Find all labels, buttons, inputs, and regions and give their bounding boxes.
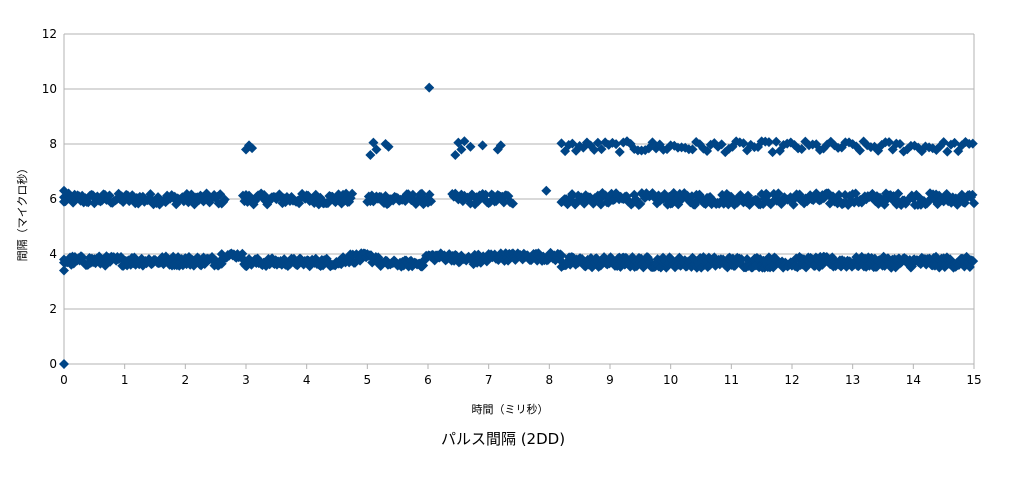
y-axis-title: 間隔（マイクロ秒） [15, 163, 29, 262]
x-tick-label: 0 [60, 373, 68, 387]
y-tick-label: 6 [49, 192, 57, 206]
data-point [556, 138, 567, 149]
data-point [424, 189, 435, 200]
data-point [942, 146, 953, 157]
x-tick-label: 7 [485, 373, 493, 387]
data-point [480, 189, 491, 200]
data-point [771, 136, 782, 147]
data-point [611, 139, 622, 150]
data-point [834, 189, 845, 200]
data-point [614, 147, 625, 158]
x-tick-label: 4 [303, 373, 311, 387]
data-point [969, 198, 979, 209]
y-tick-label: 0 [49, 357, 57, 371]
data-point [850, 188, 861, 199]
data-point [893, 188, 904, 199]
data-point [796, 144, 807, 155]
data-point [716, 139, 727, 150]
data-point [736, 254, 747, 265]
data-point [503, 255, 514, 266]
data-point [59, 185, 69, 196]
x-tick-label: 15 [966, 373, 981, 387]
data-point [884, 137, 895, 148]
data-point [219, 194, 230, 205]
data-points [59, 82, 979, 369]
data-point [967, 189, 978, 200]
y-tick-label: 12 [42, 27, 57, 41]
x-tick-label: 11 [724, 373, 739, 387]
x-tick-label: 3 [242, 373, 250, 387]
data-point [541, 185, 552, 196]
data-point [119, 194, 130, 205]
data-point [477, 140, 488, 151]
data-point [503, 191, 514, 202]
data-point [459, 136, 470, 147]
data-point [967, 138, 978, 149]
data-point [371, 144, 382, 155]
data-point [456, 144, 467, 155]
y-tick-label: 8 [49, 137, 57, 151]
x-tick-label: 6 [424, 373, 432, 387]
data-point [589, 144, 600, 155]
data-point [596, 144, 607, 155]
data-point [365, 150, 376, 160]
data-point [247, 143, 258, 154]
data-point [894, 139, 905, 150]
data-point [383, 141, 394, 152]
data-point [556, 250, 567, 261]
x-tick-label: 14 [906, 373, 921, 387]
data-point [59, 254, 69, 265]
y-tick-label: 2 [49, 302, 57, 316]
x-tick-label: 12 [784, 373, 799, 387]
data-point [59, 196, 69, 207]
x-tick-label: 2 [182, 373, 190, 387]
x-tick-label: 5 [364, 373, 372, 387]
data-point [738, 138, 749, 149]
x-tick-label: 10 [663, 373, 678, 387]
data-point [59, 265, 69, 276]
data-point [426, 196, 437, 207]
data-point [347, 188, 358, 199]
x-axis-title: 時間（ミリ秒） [472, 402, 549, 416]
data-point [104, 190, 115, 201]
data-point [968, 256, 979, 267]
data-point [450, 150, 461, 160]
data-point [495, 140, 506, 151]
x-tick-label: 8 [546, 373, 554, 387]
data-point [465, 141, 476, 152]
data-point [635, 198, 646, 209]
y-tick-label: 10 [42, 82, 57, 96]
x-tick-label: 9 [606, 373, 614, 387]
data-point [763, 137, 774, 148]
data-point [59, 359, 69, 369]
data-point [854, 145, 865, 156]
data-point [507, 198, 518, 209]
x-tick-label: 13 [845, 373, 860, 387]
data-point [767, 147, 778, 158]
data-point [424, 82, 435, 93]
y-tick-label: 4 [49, 247, 57, 261]
x-tick-label: 1 [121, 373, 129, 387]
data-point [687, 144, 698, 155]
chart-title: パルス間隔 (2DD) [441, 430, 565, 448]
